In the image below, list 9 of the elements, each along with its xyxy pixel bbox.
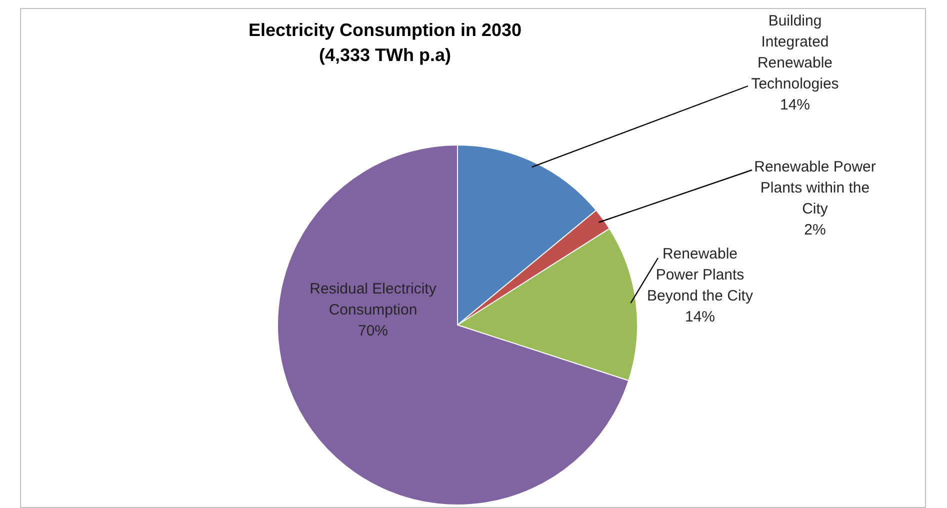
data-label: 14% <box>780 96 810 114</box>
slice-label: Renewable Power Plants Beyond the City <box>647 246 754 305</box>
slice-label: Residual Electricity Consumption <box>310 280 437 319</box>
data-label: 2% <box>804 222 826 239</box>
text: Electricity Consumption in 2030 (4,333 TWh p.a) <box>247 19 523 67</box>
slice-label: Renewable Power Plants within the City <box>754 158 876 218</box>
slice-label: Building Integrated Renewable Technologies <box>751 12 839 93</box>
data-label: 14% <box>684 308 716 326</box>
data-label: 70% <box>358 322 388 340</box>
